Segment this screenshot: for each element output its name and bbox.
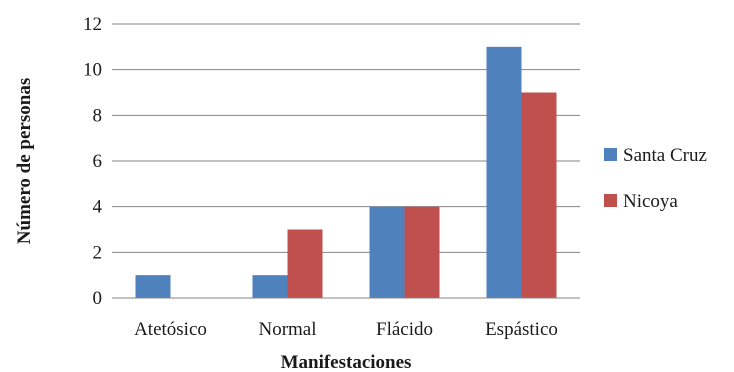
y-tick-label: 2 <box>93 242 103 263</box>
x-axis-ticks: Atetósico Normal Flácido Espástico <box>134 319 558 340</box>
x-axis-title: Manifestaciones <box>281 352 412 372</box>
x-tick-label: Atetósico <box>134 319 207 340</box>
legend-label: Nicoya <box>623 191 678 212</box>
x-tick-label: Normal <box>258 319 316 340</box>
y-tick-label: 6 <box>93 151 103 172</box>
bar <box>369 206 405 298</box>
x-tick-label: Flácido <box>376 319 433 340</box>
bars <box>135 46 557 299</box>
bar <box>252 275 288 298</box>
bar <box>486 46 522 299</box>
bar <box>135 275 171 298</box>
y-axis-ticks: 0 2 4 6 8 10 12 <box>83 14 103 309</box>
y-tick-label: 4 <box>93 197 103 218</box>
legend-label: Santa Cruz <box>623 145 707 166</box>
bar <box>404 206 440 298</box>
y-axis-title: Número de personas <box>14 78 35 244</box>
y-tick-label: 12 <box>83 14 102 35</box>
bar <box>521 92 557 298</box>
bar <box>287 229 323 298</box>
y-tick-label: 10 <box>83 60 102 81</box>
legend: Santa Cruz Nicoya <box>604 145 707 212</box>
legend-swatch <box>604 148 617 161</box>
y-tick-label: 8 <box>93 105 103 126</box>
x-tick-label: Espástico <box>485 319 558 340</box>
y-tick-label: 0 <box>93 288 103 309</box>
legend-swatch <box>604 194 617 207</box>
